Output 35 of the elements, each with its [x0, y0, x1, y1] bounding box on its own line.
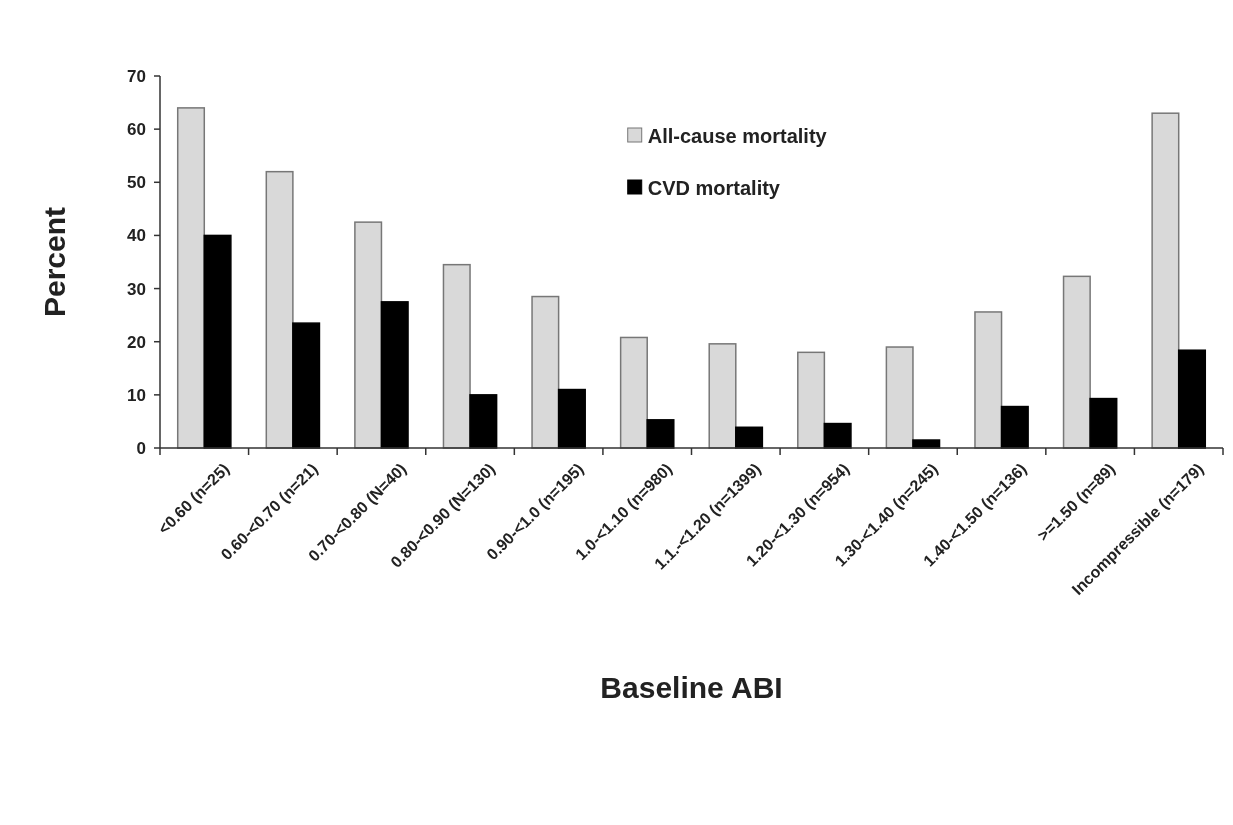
bar — [176, 107, 206, 449]
y-axis-title: Percent — [38, 206, 71, 318]
bar — [823, 422, 852, 449]
y-tick-label: 70 — [127, 66, 146, 86]
y-tick-label: 20 — [127, 332, 146, 352]
bar — [1000, 405, 1029, 449]
bar — [646, 419, 675, 449]
legend-label: CVD mortality — [647, 177, 781, 199]
bar — [265, 170, 294, 449]
bar — [797, 351, 826, 449]
y-tick-label: 50 — [127, 173, 146, 193]
bar — [974, 311, 1003, 449]
bar — [292, 322, 321, 449]
bar — [531, 295, 560, 449]
bar — [885, 346, 914, 449]
bar — [1151, 112, 1180, 449]
bar — [557, 388, 586, 449]
bar — [735, 426, 764, 449]
legend-label: All-cause mortality — [647, 125, 828, 147]
bar — [708, 343, 737, 449]
x-axis-title: Baseline ABI — [600, 671, 783, 704]
y-tick-label: 40 — [127, 226, 146, 246]
y-tick-label: 10 — [127, 385, 146, 405]
bar — [1177, 349, 1207, 449]
bar — [203, 234, 232, 449]
y-tick-label: 30 — [127, 279, 146, 299]
bar — [442, 263, 471, 449]
bar — [1089, 397, 1118, 449]
y-tick-label: 60 — [127, 120, 146, 140]
y-tick-label: 0 — [136, 438, 146, 458]
bar — [469, 394, 498, 449]
bar — [1062, 275, 1091, 449]
bar — [619, 336, 648, 449]
bar — [380, 301, 409, 449]
bar — [354, 221, 383, 449]
